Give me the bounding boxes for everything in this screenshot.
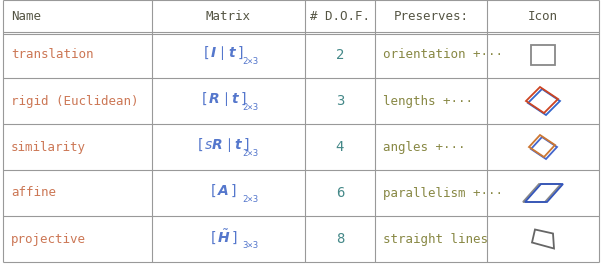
Text: 4: 4	[336, 140, 344, 154]
Text: Preserves:: Preserves:	[394, 10, 468, 22]
Text: 2×3: 2×3	[243, 102, 259, 112]
Text: 8: 8	[336, 232, 344, 246]
Text: 2: 2	[336, 48, 344, 62]
Text: rigid (Euclidean): rigid (Euclidean)	[11, 95, 138, 107]
Text: 6: 6	[336, 186, 344, 200]
Text: Matrix: Matrix	[206, 10, 251, 22]
Text: affine: affine	[11, 187, 56, 199]
Text: $[\,\boldsymbol{A}\,]$: $[\,\boldsymbol{A}\,]$	[210, 183, 237, 199]
Text: 2×3: 2×3	[243, 195, 259, 204]
Text: $[\,\boldsymbol{I}\mid\boldsymbol{t}\,]$: $[\,\boldsymbol{I}\mid\boldsymbol{t}\,]$	[203, 44, 244, 62]
Text: angles +···: angles +···	[383, 141, 465, 153]
Text: 3: 3	[336, 94, 344, 108]
Text: Icon: Icon	[528, 10, 558, 22]
Text: translation: translation	[11, 48, 93, 61]
Text: parallelism +···: parallelism +···	[383, 187, 503, 199]
Text: similarity: similarity	[11, 141, 86, 153]
Text: projective: projective	[11, 233, 86, 246]
Text: 3×3: 3×3	[243, 241, 259, 250]
Text: $[\,\boldsymbol{R}\mid\boldsymbol{t}\,]$: $[\,\boldsymbol{R}\mid\boldsymbol{t}\,]$	[200, 90, 246, 108]
Text: orientation +···: orientation +···	[383, 48, 503, 61]
Text: $[\,\tilde{\boldsymbol{H}}\,]$: $[\,\tilde{\boldsymbol{H}}\,]$	[209, 227, 237, 246]
Text: lengths +···: lengths +···	[383, 95, 473, 107]
Text: straight lines: straight lines	[383, 233, 488, 246]
Text: $[\,s\boldsymbol{R}\mid\boldsymbol{t}\,]$: $[\,s\boldsymbol{R}\mid\boldsymbol{t}\,]…	[197, 136, 250, 154]
Text: 2×3: 2×3	[243, 149, 259, 158]
Text: # D.O.F.: # D.O.F.	[310, 10, 370, 22]
Text: Name: Name	[11, 10, 41, 22]
Bar	[531, 45, 555, 65]
Text: 2×3: 2×3	[243, 56, 259, 65]
